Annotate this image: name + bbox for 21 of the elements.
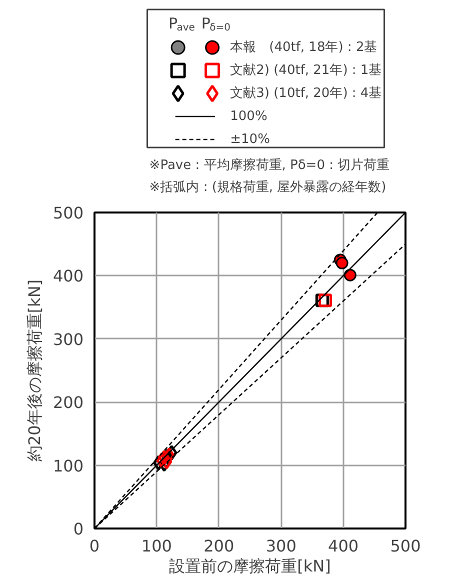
x-axis-title: 設置前の摩擦荷重[kN]: [169, 556, 331, 576]
y-tick-label: 200: [52, 393, 84, 412]
text: ※括弧内 : (規格荷重, 屋外暴露の経年数): [149, 180, 386, 195]
x-tick-label: 0: [89, 536, 100, 556]
y-tick-label: 500: [52, 204, 84, 222]
y-tick-label: 0: [73, 520, 84, 538]
text: ※Pave : 平均摩擦荷重, Pδ=0 : 切片荷重: [149, 158, 390, 173]
x-tick-label: 100: [141, 536, 172, 556]
legend-label: 本報 (40tf, 18年) : 2基: [230, 40, 378, 55]
y-tick-label: 100: [52, 456, 84, 476]
legend-label: ±10%: [230, 132, 270, 147]
x-tick-label: 500: [390, 536, 421, 556]
legend-label: 100%: [230, 109, 268, 124]
y-tick-label: 400: [52, 266, 84, 286]
x-tick-label: 300: [266, 536, 296, 556]
x-tick-label: 200: [204, 536, 234, 556]
y-axis-title: 約20年後の摩擦荷重[kN]: [24, 279, 44, 462]
legend-label: 文献3) (10tf, 20年) : 4基: [230, 86, 382, 101]
x-tick-label: 400: [328, 536, 359, 556]
y-tick-label: 300: [52, 330, 84, 349]
legend-label: 文献2) (40tf, 21年) : 1基: [230, 63, 382, 78]
